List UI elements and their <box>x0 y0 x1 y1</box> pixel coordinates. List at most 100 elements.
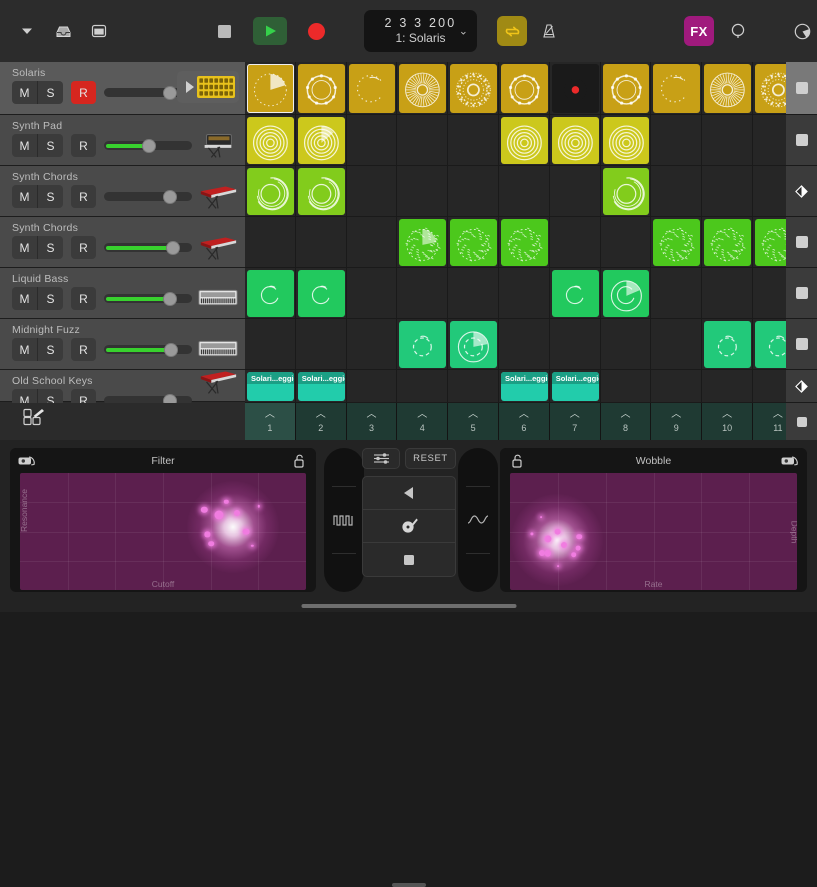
grid-cell-empty[interactable] <box>397 268 449 319</box>
clip-cell[interactable]: Sola...ds <box>755 219 786 266</box>
clip-cell[interactable]: Sola...ps 01 <box>247 64 294 113</box>
grid-cell-empty[interactable] <box>295 217 347 268</box>
track-header-4[interactable]: Liquid Bass M S R <box>0 268 245 319</box>
clip-cell[interactable]: Solari...th Pad <box>551 117 599 164</box>
grid-cell-empty[interactable] <box>448 268 499 319</box>
row-stop-button[interactable] <box>786 268 817 319</box>
stop-icon[interactable] <box>363 543 455 576</box>
grid-cell-empty[interactable] <box>549 319 601 370</box>
grid-cell-empty[interactable] <box>753 115 786 166</box>
clip-cell[interactable]: Solari...th Pad <box>247 117 294 164</box>
grid-cell-empty[interactable] <box>753 268 786 319</box>
scene-trigger-10[interactable]: ︿ 10 <box>702 403 753 440</box>
grid-cell-empty[interactable] <box>753 370 786 403</box>
record-arm-button[interactable]: R <box>71 185 96 208</box>
grid-cell-empty[interactable] <box>600 319 652 370</box>
grid-cell-empty[interactable] <box>651 166 703 217</box>
sampler-icon[interactable] <box>197 283 239 313</box>
track-header-1[interactable]: Synth Pad M S R <box>0 115 245 166</box>
clip-cell[interactable]: Sola...ds 01 <box>653 219 701 266</box>
clip-cell[interactable]: Sola...ss 02 <box>704 321 751 368</box>
row-stop-button[interactable] <box>786 319 817 370</box>
clip-cell[interactable]: Solari...eggio <box>247 372 294 401</box>
grid-cell-empty[interactable] <box>397 370 449 403</box>
solo-button[interactable]: S <box>38 338 63 361</box>
grid-cell-empty[interactable] <box>651 115 703 166</box>
fx-button[interactable]: FX <box>684 16 714 46</box>
view-toggle-icon[interactable] <box>84 16 114 46</box>
grid-cell-empty[interactable] <box>702 370 753 403</box>
clip-cell[interactable]: Solari...th Pad <box>602 117 650 164</box>
volume-slider[interactable] <box>104 189 192 204</box>
clip-cell[interactable]: Sola...ss 03 <box>247 270 294 317</box>
grid-cell-empty[interactable] <box>600 217 652 268</box>
panel-grab-handle[interactable] <box>391 883 426 887</box>
grid-cell-empty[interactable] <box>448 166 499 217</box>
scene-trigger-3[interactable]: ︿ 3 <box>346 403 398 440</box>
stop-button[interactable] <box>209 16 239 46</box>
volume-slider[interactable] <box>104 291 192 306</box>
solo-button[interactable]: S <box>38 236 63 259</box>
clip-cell[interactable]: Sola...ds 01 <box>450 219 497 266</box>
clip-cell[interactable] <box>551 64 599 113</box>
clip-cell[interactable]: Solari...th Pad <box>297 117 345 164</box>
scene-trigger-8[interactable]: ︿ 8 <box>600 403 652 440</box>
fx-right-slider[interactable] <box>458 448 498 592</box>
volume-slider[interactable] <box>104 342 192 357</box>
scene-trigger-4[interactable]: ︿ 4 <box>397 403 449 440</box>
scene-trigger-7[interactable]: ︿ 7 <box>549 403 601 440</box>
grid-cell-empty[interactable] <box>346 319 398 370</box>
grid-cell-empty[interactable] <box>702 268 753 319</box>
grid-cell-empty[interactable] <box>702 166 753 217</box>
track-header-3[interactable]: Synth Chords M S R <box>0 217 245 268</box>
row-crossfade-button[interactable] <box>786 166 817 217</box>
clip-cell[interactable]: Solaris...Build <box>348 64 396 113</box>
stop-all-button[interactable] <box>786 403 817 440</box>
volume-slider[interactable] <box>104 240 192 255</box>
fx-left-slider[interactable] <box>324 448 364 592</box>
fx-pad-filter[interactable]: Filter Resonance Cutoff <box>10 448 316 592</box>
clip-cell[interactable]: Sola...ds 01 <box>399 219 447 266</box>
grid-cell-empty[interactable] <box>702 115 753 166</box>
record-arm-button[interactable]: R <box>71 81 96 104</box>
snapshot-icon[interactable] <box>773 448 807 473</box>
grid-cell-empty[interactable] <box>499 166 550 217</box>
clip-cell[interactable]: Sola...at 03 <box>450 64 497 113</box>
solo-button[interactable]: S <box>38 81 63 104</box>
grid-cell-empty[interactable] <box>448 115 499 166</box>
grid-cell-empty[interactable] <box>549 217 601 268</box>
mute-button[interactable]: M <box>12 236 37 259</box>
grid-cell-empty[interactable] <box>346 268 398 319</box>
clip-cell[interactable]: Solari...eggio <box>297 372 345 401</box>
scene-trigger-5[interactable]: ︿ 5 <box>448 403 499 440</box>
mute-button[interactable]: M <box>12 338 37 361</box>
scene-trigger-2[interactable]: ︿ 2 <box>295 403 347 440</box>
grid-cell-empty[interactable] <box>600 370 652 403</box>
fx-pad-filter-surface[interactable]: Resonance Cutoff <box>20 473 306 590</box>
grid-cell-empty[interactable] <box>346 166 398 217</box>
grid-cell-empty[interactable] <box>651 319 703 370</box>
grid-cell-empty[interactable] <box>753 166 786 217</box>
keyboard-red-icon[interactable] <box>197 181 239 211</box>
keyboard-red-icon[interactable] <box>197 232 239 262</box>
grid-cell-empty[interactable] <box>499 319 550 370</box>
grid-cell-empty[interactable] <box>397 115 449 166</box>
record-button[interactable] <box>301 16 331 46</box>
clip-cell[interactable]: Sola...ds 01 <box>501 219 548 266</box>
grid-cell-empty[interactable] <box>346 370 398 403</box>
grid-cell-empty[interactable] <box>549 166 601 217</box>
row-stop-button[interactable] <box>786 62 817 115</box>
record-arm-button[interactable]: R <box>71 236 96 259</box>
snapshot-icon[interactable] <box>10 448 44 473</box>
mute-button[interactable]: M <box>12 185 37 208</box>
record-arm-button[interactable]: R <box>71 287 96 310</box>
unlock-icon[interactable] <box>500 448 534 473</box>
volume-slider[interactable] <box>104 138 192 153</box>
grid-cell-empty[interactable] <box>499 268 550 319</box>
clip-cell[interactable]: Sola...ds 02 <box>704 219 751 266</box>
row-stop-button[interactable] <box>786 115 817 166</box>
clip-cell[interactable]: Sola...ss 03 <box>602 270 650 317</box>
clip-cell[interactable]: Sola...ds 03 <box>602 168 650 215</box>
scene-trigger-6[interactable]: ︿ 6 <box>499 403 550 440</box>
solo-button[interactable]: S <box>38 185 63 208</box>
